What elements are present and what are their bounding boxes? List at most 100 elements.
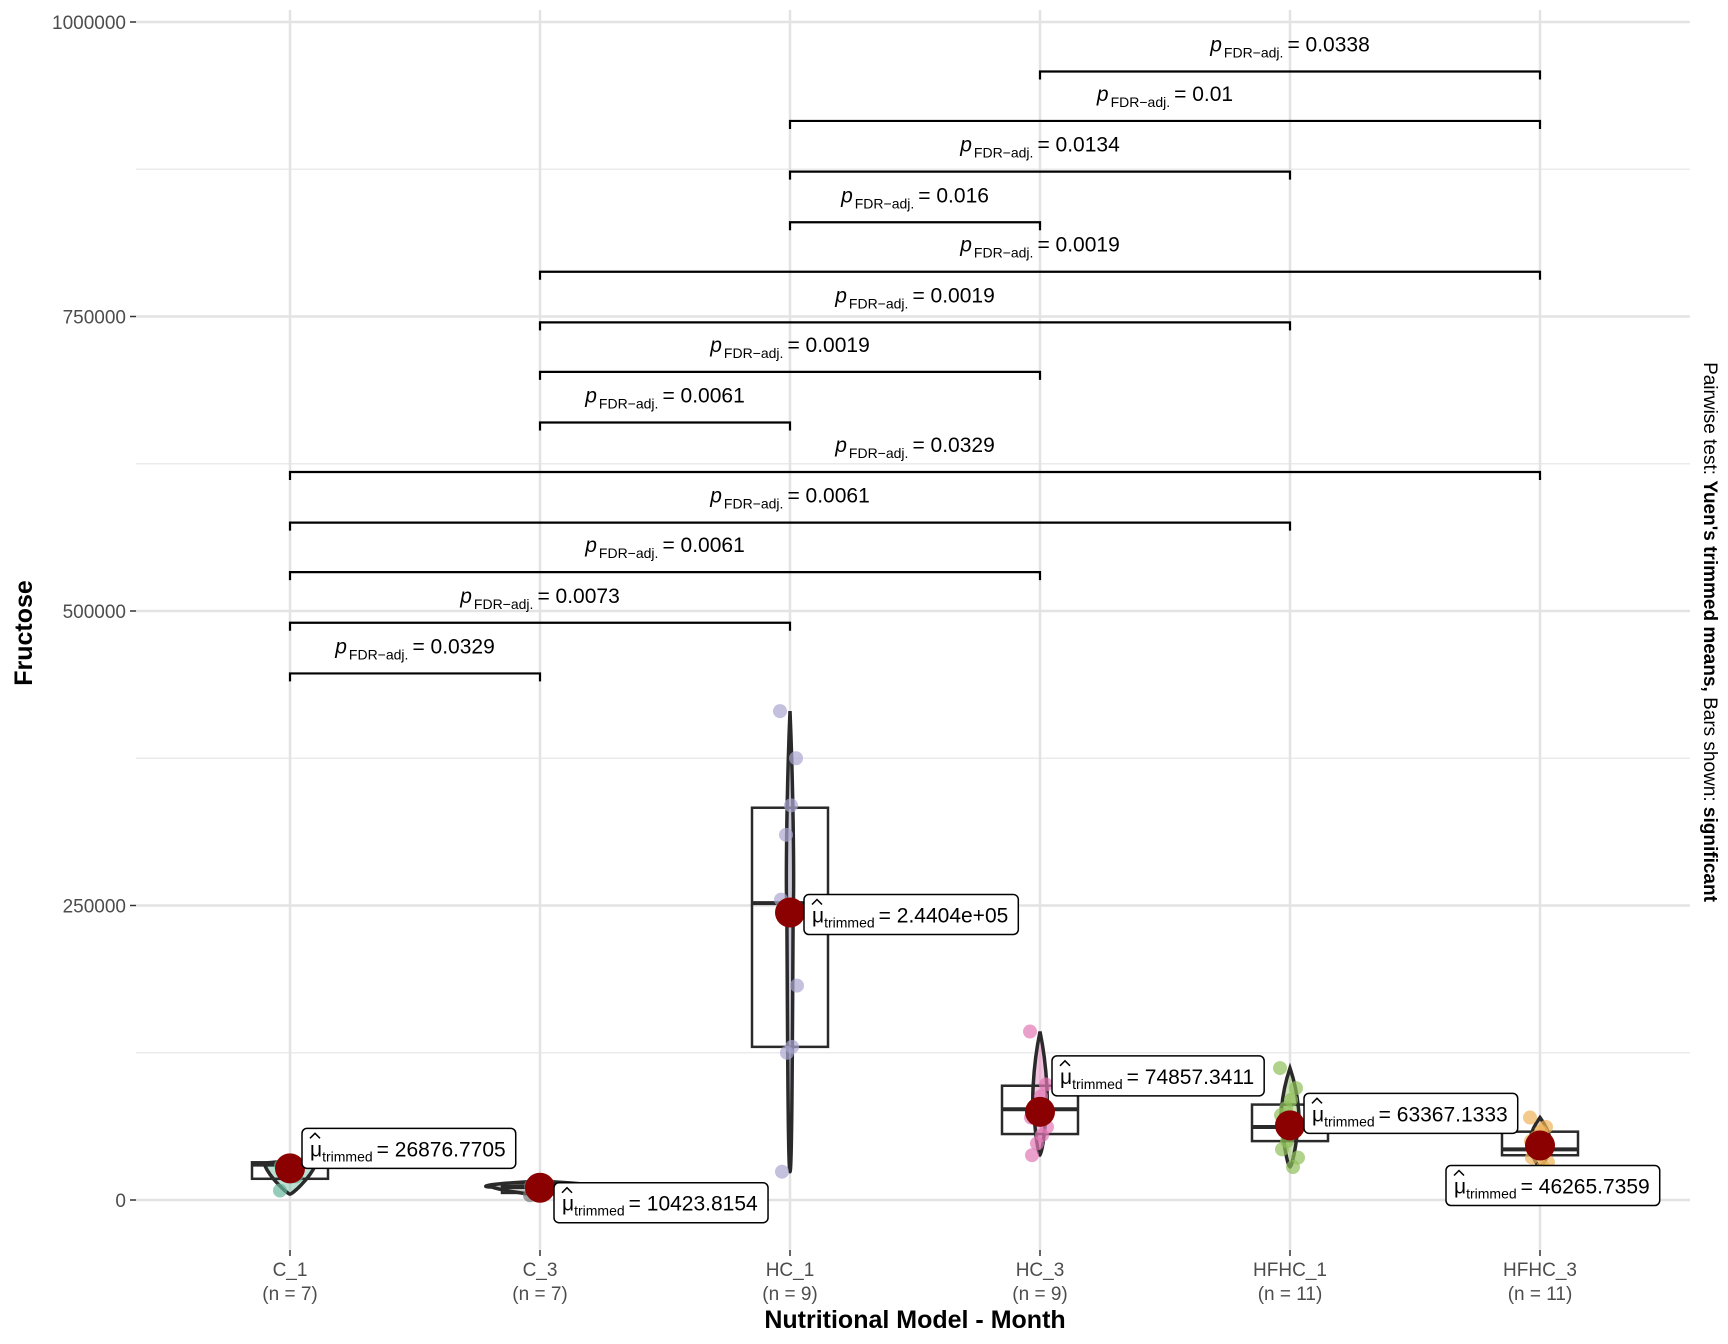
x-tick-n-label: (n = 11) — [1258, 1284, 1323, 1305]
p-symbol: p — [584, 534, 597, 557]
trimmed-mean-point — [775, 897, 805, 928]
mean-label-box — [803, 893, 1020, 936]
mean-label-box — [553, 1181, 769, 1224]
y-tick-label: 1000000 — [52, 13, 126, 34]
mu-subscript: trimmed — [1072, 1076, 1123, 1092]
data-point — [780, 1045, 794, 1060]
mean-label-text: μtrimmed = 10423.8154 — [562, 1193, 758, 1219]
data-point — [779, 827, 793, 842]
y-tick-label: 500000 — [63, 602, 126, 623]
comparison-p-label: p FDR−adj. = 0.0073 — [459, 585, 620, 612]
data-point — [790, 978, 804, 993]
x-tick-n-label: (n = 7) — [512, 1284, 567, 1305]
comparison-bracket — [1038, 70, 1542, 80]
p-subscript: FDR−adj. — [599, 396, 659, 412]
p-value: = 0.0061 — [787, 485, 869, 508]
mu-symbol: μ — [310, 1138, 322, 1161]
p-subscript: FDR−adj. — [849, 295, 909, 311]
comparison-bracket — [288, 621, 792, 631]
x-tick-label: C_3 — [523, 1260, 558, 1281]
mu-subscript: trimmed — [824, 915, 875, 931]
y-tick-label: 750000 — [63, 308, 126, 329]
p-value: = 0.0019 — [912, 284, 994, 307]
mean-label-text: μtrimmed = 2.4404e+05 — [812, 905, 1008, 931]
side-caption-shown: significant — [1699, 807, 1720, 903]
p-subscript: FDR−adj. — [1224, 44, 1284, 60]
comparison-bracket — [288, 521, 1292, 531]
comparison-bracket — [788, 170, 1292, 180]
p-subscript: FDR−adj. — [974, 245, 1034, 261]
mean-label-text: μtrimmed = 26876.7705 — [310, 1138, 506, 1164]
p-value: = 0.0019 — [787, 334, 869, 357]
x-tick-n-label: (n = 9) — [1012, 1284, 1067, 1305]
mean-label: μtrimmed = 74857.3411 — [1051, 1055, 1265, 1097]
data-point — [1039, 1077, 1053, 1092]
p-value: = 0.0073 — [537, 585, 619, 608]
p-value: = 0.0338 — [1287, 33, 1369, 56]
p-symbol: p — [709, 485, 722, 508]
x-tick-label: C_1 — [273, 1260, 308, 1281]
mu-hat — [1453, 1169, 1465, 1177]
p-symbol: p — [1096, 83, 1109, 106]
trimmed-means — [275, 897, 1555, 1203]
comparison-p-label: p FDR−adj. = 0.0061 — [584, 385, 745, 412]
comparison-p-label: p FDR−adj. = 0.0061 — [584, 534, 745, 561]
comparison-bracket — [538, 421, 792, 431]
p-value: = 0.01 — [1174, 83, 1233, 106]
p-subscript: FDR−adj. — [849, 445, 909, 461]
mu-subscript: trimmed — [574, 1203, 625, 1219]
p-symbol: p — [1209, 33, 1222, 56]
violin — [784, 711, 796, 1174]
comparison-bracket — [538, 270, 1542, 280]
x-tick-n-label: (n = 9) — [762, 1284, 817, 1305]
trimmed-mean-point — [525, 1172, 555, 1203]
mean-label: μtrimmed = 26876.7705 — [301, 1127, 517, 1170]
data-point — [775, 1164, 789, 1179]
mu-symbol: μ — [812, 905, 824, 928]
mu-subscript: trimmed — [1324, 1113, 1375, 1129]
mu-hat — [1311, 1097, 1323, 1104]
x-axis-title: Nutritional Model - Month — [764, 1306, 1065, 1334]
comparison-bracket — [788, 119, 1542, 129]
data-point — [1023, 1024, 1037, 1039]
mu-hat — [561, 1186, 573, 1194]
comparison-p-label: p FDR−adj. = 0.0338 — [1209, 33, 1370, 60]
mu-value: = 63367.1333 — [1379, 1103, 1508, 1126]
p-symbol: p — [834, 284, 847, 307]
mean-label: μtrimmed = 10423.8154 — [553, 1181, 769, 1224]
p-subscript: FDR−adj. — [724, 496, 784, 512]
data-point — [1523, 1110, 1537, 1125]
data-point — [1025, 1148, 1039, 1163]
p-subscript: FDR−adj. — [974, 145, 1034, 161]
mu-symbol: μ — [562, 1193, 574, 1216]
mu-subscript: trimmed — [1466, 1185, 1517, 1201]
p-value: = 0.0019 — [1037, 234, 1119, 257]
data-point — [784, 798, 798, 813]
mean-label-text: μtrimmed = 74857.3411 — [1060, 1066, 1254, 1092]
y-tick-label: 0 — [115, 1191, 126, 1212]
comparison-bracket — [538, 321, 1292, 331]
side-caption: Pairwise test: Yuen's trimmed means, Bar… — [1699, 362, 1720, 903]
mean-label-text: μtrimmed = 46265.7359 — [1454, 1175, 1650, 1201]
comparison-p-label: p FDR−adj. = 0.0019 — [834, 284, 995, 311]
mean-label: μtrimmed = 46265.7359 — [1445, 1164, 1661, 1207]
p-value: = 0.0061 — [662, 534, 744, 557]
p-value: = 0.0329 — [412, 635, 494, 658]
mean-label-box — [1303, 1092, 1519, 1135]
x-tick-label: HC_1 — [766, 1260, 815, 1281]
p-value: = 0.0061 — [662, 385, 744, 408]
p-symbol: p — [709, 334, 722, 357]
data-point — [1030, 1136, 1044, 1151]
trimmed-mean-point — [275, 1153, 305, 1184]
p-subscript: FDR−adj. — [474, 596, 534, 612]
p-subscript: FDR−adj. — [349, 646, 409, 662]
mu-value: = 26876.7705 — [377, 1138, 506, 1161]
comparison-p-label: p FDR−adj. = 0.016 — [840, 184, 989, 211]
mu-symbol: μ — [1454, 1175, 1466, 1198]
mu-value: = 10423.8154 — [629, 1193, 758, 1216]
y-axis: 0 250000 500000 750000 1000000 — [52, 13, 136, 1212]
trimmed-mean-point — [1025, 1096, 1055, 1127]
y-tick-label: 250000 — [63, 897, 126, 918]
mu-hat — [309, 1132, 321, 1139]
